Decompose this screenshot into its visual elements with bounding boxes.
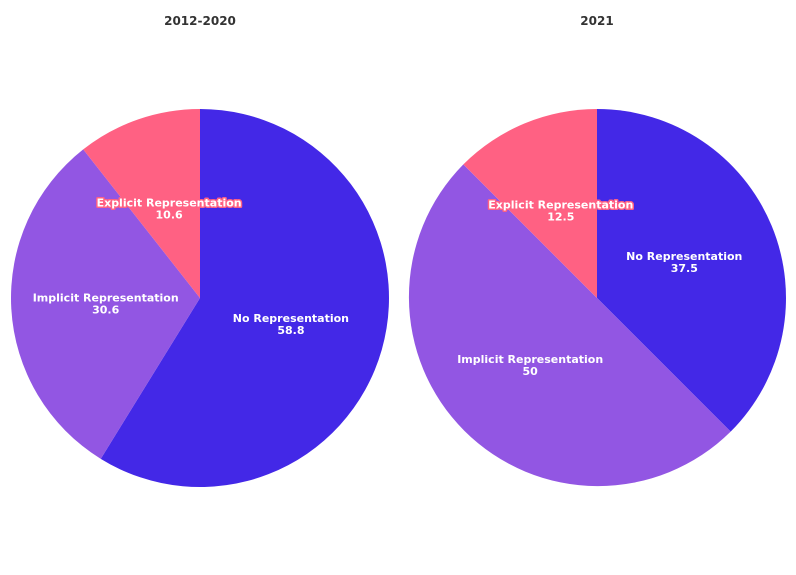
pie-labels-right: No Representation 37.5 Implicit Representa… (457, 197, 742, 378)
pie-label-name: Explicit Representation (97, 197, 242, 210)
pie-label-value: 30.6 (92, 303, 119, 316)
pie-label-name: No Representation (233, 312, 349, 325)
pie-slice-left-explicit-representation[interactable] (83, 109, 200, 298)
pie-label-value: 10.6 (156, 209, 183, 222)
pie-label-name: Implicit Representation (457, 353, 603, 366)
pie-label-left-implicit-representation: Implicit Representation 30.6 (33, 291, 179, 316)
pie-slice-right-implicit-representation[interactable] (408, 164, 731, 487)
pie-label-value: 37.5 (671, 262, 698, 275)
pie-slice-left-implicit-representation[interactable] (10, 149, 200, 459)
pie-label-right-explicit-representation: Explicit Representation 12.5 (488, 199, 633, 224)
pie-slice-left-no-representation[interactable] (100, 109, 389, 487)
pie-slices-left (10, 109, 389, 487)
pie-labels-left: No Representation 58.8 Implicit Representa… (33, 195, 349, 337)
pie-label-value: 58.8 (277, 324, 304, 337)
pie-title-right: 2021 (580, 14, 613, 28)
pie-slice-right-no-representation[interactable] (597, 109, 786, 432)
pie-chart-right: 2021 No Representation 37.5 Implicit Repre… (408, 14, 786, 487)
pie-label-right-no-representation: No Representation 37.5 (626, 250, 742, 275)
pie-label-name: No Representation (626, 250, 742, 263)
pie-label-left-no-representation: No Representation 58.8 (233, 312, 349, 337)
pie-slice-right-explicit-representation[interactable] (463, 109, 597, 298)
pie-label-left-explicit-representation: Explicit Representation 10.6 (97, 197, 242, 222)
pie-label-value: 50 (523, 365, 539, 378)
pie-label-name: Explicit Representation (488, 199, 633, 212)
pie-label-value: 12.5 (547, 211, 574, 224)
pie-slices-right (408, 109, 786, 487)
pie-label-right-implicit-representation: Implicit Representation 50 (457, 353, 603, 378)
pie-chart-left: 2012-2020 No Representation 58.8 Implicit … (10, 14, 389, 487)
pie-label-name: Implicit Representation (33, 291, 179, 304)
pie-title-left: 2012-2020 (164, 14, 236, 28)
